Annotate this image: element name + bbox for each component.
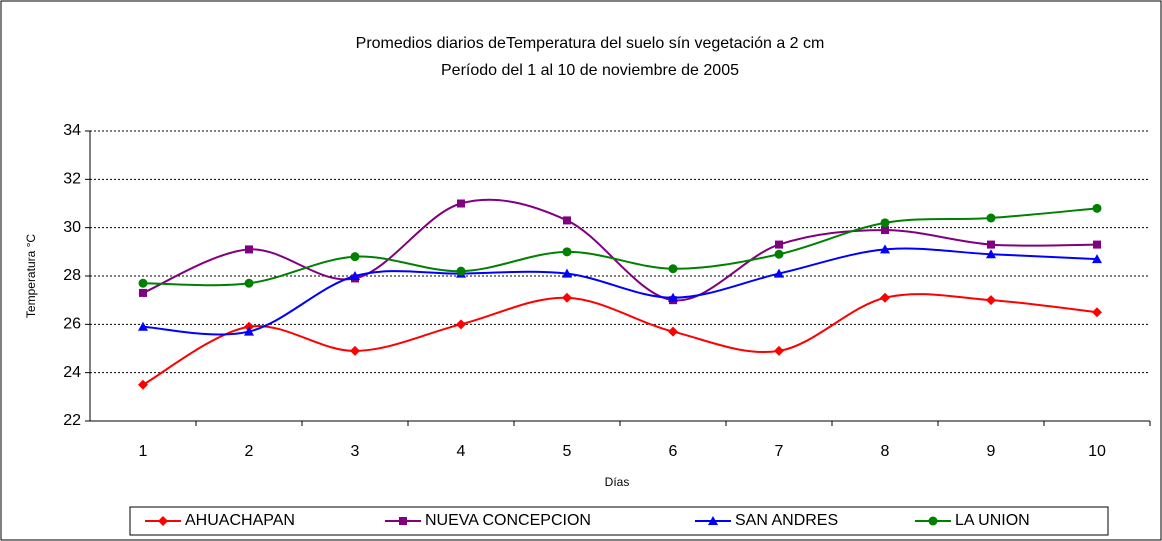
marker <box>350 345 360 356</box>
marker <box>138 379 148 390</box>
marker <box>138 278 148 288</box>
marker <box>244 278 254 288</box>
marker <box>708 516 718 525</box>
marker <box>986 295 996 306</box>
marker <box>562 268 572 278</box>
marker <box>1092 254 1102 264</box>
marker <box>987 240 995 249</box>
x-tick-label: 6 <box>669 443 678 460</box>
y-tick-label: 34 <box>63 122 81 139</box>
marker <box>158 516 168 526</box>
marker <box>881 226 889 235</box>
marker <box>774 345 784 356</box>
marker <box>562 247 572 257</box>
x-tick-label: 4 <box>457 443 466 460</box>
marker <box>1092 307 1102 318</box>
marker <box>928 516 938 526</box>
marker <box>668 326 678 337</box>
marker <box>563 216 571 225</box>
y-tick-label: 28 <box>63 267 81 284</box>
marker <box>456 319 466 330</box>
marker <box>350 271 360 280</box>
marker <box>668 264 678 274</box>
marker <box>245 245 253 254</box>
x-tick-label: 10 <box>1088 443 1106 460</box>
y-axis-label: Temperatura °C <box>24 234 38 318</box>
x-tick-label: 9 <box>987 443 996 460</box>
marker <box>399 517 407 525</box>
marker <box>244 326 254 336</box>
marker <box>1092 203 1102 213</box>
x-tick-label: 2 <box>245 443 254 460</box>
x-tick-label: 7 <box>775 443 784 460</box>
marker <box>880 244 890 254</box>
x-axis-label: Días <box>605 475 630 489</box>
y-tick-label: 24 <box>63 364 81 381</box>
y-tick-label: 26 <box>63 316 81 333</box>
chart-title: Promedios diarios deTemperatura del suel… <box>356 35 825 52</box>
marker <box>775 240 783 249</box>
marker <box>774 268 784 278</box>
series-line <box>142 293 1098 386</box>
legend-label: AHUACHAPAN <box>185 512 295 529</box>
marker <box>668 292 678 302</box>
marker <box>774 249 784 259</box>
y-tick-label: 32 <box>63 171 81 188</box>
series-line <box>142 198 1098 302</box>
marker <box>138 321 148 331</box>
series-line <box>142 247 1098 336</box>
x-tick-label: 8 <box>881 443 890 460</box>
chart-subtitle: Período del 1 al 10 de noviembre de 2005 <box>441 62 739 79</box>
series-line <box>142 207 1098 287</box>
marker <box>350 252 360 262</box>
marker <box>139 288 147 297</box>
marker <box>986 213 996 223</box>
y-tick-label: 22 <box>63 412 81 429</box>
marker <box>562 292 572 303</box>
legend-label: NUEVA CONCEPCION <box>425 512 591 529</box>
x-tick-label: 5 <box>563 443 572 460</box>
marker <box>457 199 465 208</box>
marker <box>880 292 890 303</box>
x-tick-label: 3 <box>351 443 360 460</box>
x-tick-label: 1 <box>139 443 148 460</box>
marker <box>1093 240 1101 249</box>
marker <box>986 249 996 259</box>
marker <box>456 266 466 276</box>
marker <box>880 218 890 228</box>
legend-label: LA UNION <box>955 512 1030 529</box>
legend-label: SAN ANDRES <box>735 512 838 529</box>
y-tick-label: 30 <box>63 219 81 236</box>
